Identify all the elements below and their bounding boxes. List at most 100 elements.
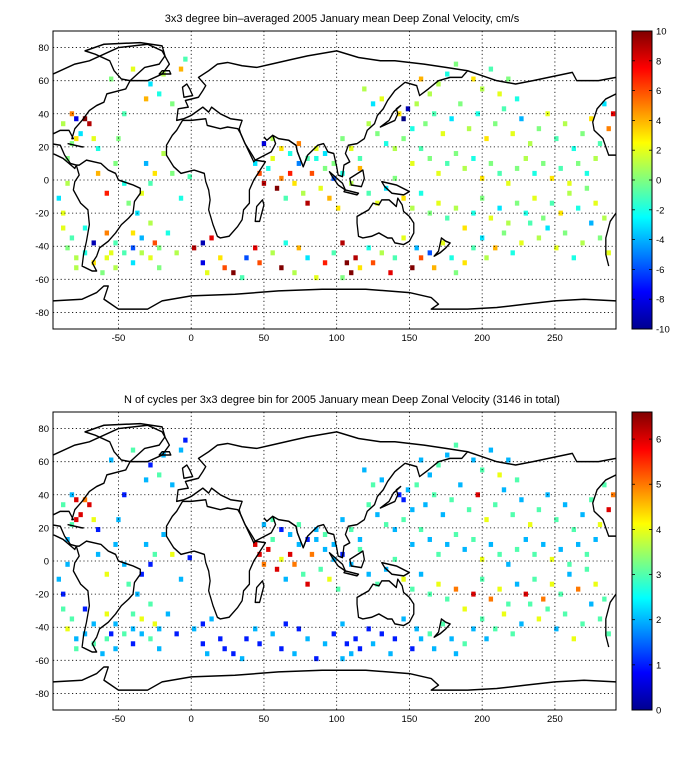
- y-tick-label: 60: [38, 457, 49, 468]
- bin-cell: [314, 146, 319, 152]
- bin-cell: [74, 497, 79, 503]
- y-tick-label: 20: [38, 142, 49, 153]
- bin-cell: [418, 457, 424, 463]
- bin-cell: [305, 581, 310, 587]
- bin-cell: [414, 101, 419, 107]
- bin-cell: [410, 646, 415, 652]
- bin-cell: [401, 235, 406, 241]
- bin-cell: [130, 230, 136, 236]
- colorbar: [631, 411, 653, 711]
- bin-cell: [143, 160, 149, 166]
- bin-cell: [567, 561, 572, 567]
- y-tick-label: 80: [38, 43, 49, 54]
- bin-cell: [340, 136, 345, 142]
- bin-cell: [510, 512, 515, 518]
- bin-cell: [257, 170, 262, 176]
- bin-cell: [449, 116, 454, 122]
- bin-cell: [462, 165, 467, 171]
- continents-outline: [53, 422, 616, 691]
- bin-cell: [514, 96, 520, 102]
- bin-cell: [287, 532, 293, 537]
- bin-cell: [130, 66, 136, 72]
- bin-cell: [484, 136, 489, 142]
- bin-cell: [445, 160, 450, 166]
- bin-cell: [541, 160, 546, 166]
- bin-cell: [606, 507, 611, 513]
- bin-cell: [261, 141, 267, 147]
- bin-cell: [148, 636, 153, 642]
- bin-cell: [375, 581, 380, 587]
- y-tick-label: -60: [35, 275, 49, 286]
- bin-cell: [170, 101, 175, 107]
- bin-cell: [257, 551, 262, 557]
- grid-lines: [53, 412, 616, 710]
- bin-cell: [523, 536, 528, 542]
- bin-cell: [279, 265, 284, 271]
- bin-cell: [597, 522, 603, 528]
- bin-cell: [170, 170, 175, 176]
- bin-cell: [488, 215, 494, 221]
- colorbar-tick-label: 4: [656, 116, 661, 127]
- bin-cell: [139, 616, 144, 622]
- bin-cell: [187, 174, 192, 180]
- bin-cell: [401, 517, 406, 523]
- bin-cell: [174, 250, 179, 256]
- bin-cell: [488, 66, 494, 72]
- bin-cell: [519, 621, 524, 627]
- bin-cell: [270, 517, 275, 523]
- bin-cell: [335, 586, 341, 592]
- bin-cell: [445, 596, 450, 602]
- y-axis-ticks: 80 60 40 20 0 -20 -40 -60 -80: [35, 43, 49, 319]
- bin-cell: [488, 160, 494, 166]
- x-tick-label: 200: [474, 714, 490, 725]
- bin-cell: [554, 136, 559, 142]
- bin-cell: [109, 631, 114, 637]
- bin-cell: [69, 111, 75, 117]
- x-tick-label: 0: [189, 333, 194, 344]
- bin-cell: [148, 561, 153, 567]
- bin-cell: [392, 146, 398, 152]
- bin-cell: [95, 527, 101, 533]
- bin-cell: [178, 195, 184, 201]
- bin-cell: [130, 626, 136, 632]
- bin-cell: [270, 631, 275, 637]
- bin-cell: [506, 457, 511, 463]
- bin-cell: [95, 551, 101, 557]
- bin-cell: [379, 250, 384, 256]
- bin-cell: [126, 200, 131, 206]
- bin-cell: [484, 636, 489, 642]
- bin-cell: [366, 502, 371, 508]
- bin-cell: [161, 532, 166, 537]
- bin-cell: [353, 255, 358, 261]
- bin-cell: [401, 616, 406, 622]
- bin-cell: [541, 215, 546, 221]
- bin-cell: [143, 96, 149, 102]
- bin-cell: [440, 131, 446, 137]
- bin-cell: [126, 581, 131, 587]
- bin-cell: [279, 146, 284, 152]
- bin-cell: [200, 641, 206, 647]
- bin-cell: [458, 101, 463, 107]
- bin-cell: [296, 160, 302, 166]
- bin-cell: [309, 551, 315, 557]
- x-tick-label: 200: [474, 333, 490, 344]
- bin-cell: [191, 245, 197, 251]
- bin-cell: [65, 626, 70, 632]
- y-tick-label: 0: [44, 557, 49, 568]
- bin-cell: [558, 591, 563, 597]
- bin-cell: [170, 551, 175, 557]
- x-axis-ticks: -50 0 50 100 150 200 250: [112, 714, 563, 725]
- bin-cell: [331, 160, 336, 166]
- colorbar-tick-label: 2: [656, 615, 661, 626]
- bin-cell: [453, 442, 459, 448]
- colorbar-ticks: 10 8 6 4 2 0 -2 -4 -6 -8 -10: [632, 27, 670, 336]
- bin-cell: [370, 260, 376, 266]
- bin-cell: [287, 151, 293, 156]
- bin-cell: [266, 546, 271, 552]
- bin-cell: [143, 541, 149, 547]
- coastline-map: [53, 422, 616, 691]
- bin-cell: [274, 566, 280, 572]
- bin-cell: [104, 255, 109, 261]
- bin-cell: [580, 621, 585, 627]
- bin-cell: [549, 581, 555, 587]
